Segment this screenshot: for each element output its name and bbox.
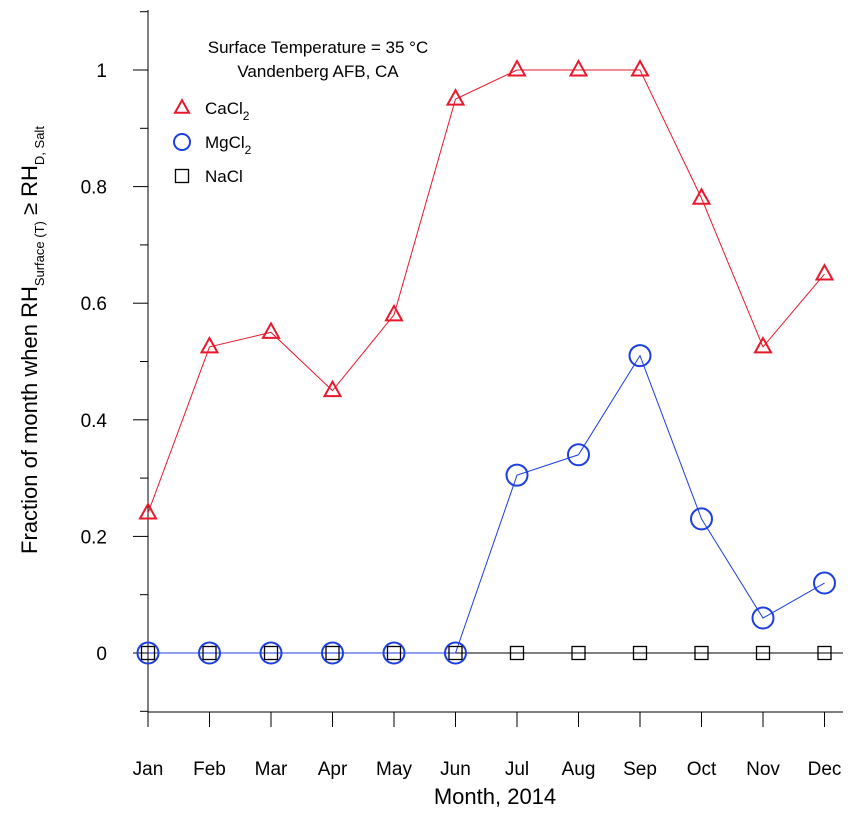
square-marker	[755, 645, 771, 661]
square-marker	[202, 645, 217, 661]
square-marker	[632, 645, 648, 661]
circle-marker	[690, 507, 713, 531]
triangle-marker	[507, 59, 527, 77]
circle-marker	[628, 344, 652, 368]
triangle-marker	[630, 59, 650, 77]
y-axis-title: Fraction of month when RHSurface (T) ≥ R…	[17, 126, 47, 554]
legend-label-main: CaCl	[205, 99, 243, 118]
x-tick-label: Apr	[318, 759, 348, 780]
triangle-marker	[445, 88, 466, 106]
square-marker	[571, 645, 586, 661]
legend-label: MgCl2	[205, 133, 252, 157]
circle-marker	[321, 641, 344, 665]
y-axis-title-op: ≥ RH	[17, 165, 42, 221]
circle-marker	[382, 641, 406, 665]
series-layer	[136, 59, 836, 665]
annotation-line-1: Surface Temperature = 35 °C	[208, 38, 429, 57]
circle-marker	[567, 443, 590, 467]
legend-label-sub: 2	[243, 109, 250, 123]
triangle-marker	[138, 502, 158, 520]
square-marker	[448, 645, 463, 661]
y-axis-title-main: Fraction of month when RH	[17, 286, 42, 554]
circle-marker	[173, 133, 191, 151]
y-tick-label: 0.4	[81, 411, 108, 432]
x-tick-label: Nov	[746, 759, 780, 780]
square-marker	[325, 645, 340, 661]
triangle-marker	[384, 303, 404, 322]
circle-marker	[259, 641, 283, 665]
triangle-marker	[199, 335, 220, 354]
x-tick-label: Oct	[687, 759, 717, 780]
triangle-marker	[814, 263, 835, 281]
x-tick-label: Aug	[562, 759, 596, 780]
circle-marker	[505, 463, 529, 487]
legend-label: NaCl	[205, 167, 243, 186]
square-marker	[694, 645, 709, 661]
y-axis-title-sub2: D, Salt	[32, 126, 47, 165]
legend-label-main: NaCl	[205, 167, 243, 186]
legend-label-sub: 2	[245, 143, 252, 157]
y-tick-label: 0.6	[81, 294, 107, 315]
y-tick-label: 1	[96, 61, 107, 82]
x-tick-label: Dec	[808, 759, 842, 780]
x-tick-label: Mar	[255, 759, 288, 780]
series-nacl	[140, 645, 832, 661]
legend-label: CaCl2	[205, 99, 250, 123]
square-marker	[386, 645, 402, 661]
triangle-marker	[691, 187, 712, 205]
triangle-marker	[568, 59, 589, 77]
x-axis-title: Month, 2014	[434, 784, 556, 809]
x-tick-label: Feb	[193, 759, 226, 780]
square-marker	[174, 168, 190, 184]
circle-marker	[136, 641, 160, 665]
series-line	[147, 69, 825, 514]
x-tick-label: Jan	[133, 759, 164, 780]
ticks: 0 0.2 0.4 0.6 0.8 1 Jan Feb Mar Apr May Jun Jul Aug Se…	[81, 11, 842, 780]
y-tick-label: 0.2	[81, 527, 107, 548]
square-marker	[509, 645, 525, 661]
x-tick-label: May	[376, 759, 412, 780]
series-cacl	[138, 59, 835, 520]
square-marker	[263, 645, 279, 661]
triangle-marker	[322, 379, 343, 398]
circle-marker	[751, 606, 775, 630]
chart-annotation: Surface Temperature = 35 °C Vandenberg A…	[208, 38, 429, 81]
triangle-marker	[753, 335, 773, 354]
y-axis-title-sub1: Surface (T)	[32, 221, 47, 286]
triangle-marker	[261, 321, 281, 339]
x-tick-label: Sep	[623, 759, 657, 780]
circle-marker	[198, 641, 221, 665]
triangle-marker	[173, 98, 191, 114]
legend-label-main: MgCl	[205, 133, 245, 152]
y-tick-label: 0	[96, 644, 107, 665]
square-marker	[817, 645, 832, 661]
circle-marker	[813, 571, 836, 595]
circle-marker	[444, 641, 467, 665]
annotation-line-2: Vandenberg AFB, CA	[237, 62, 399, 81]
series-mgcl	[136, 344, 836, 665]
x-tick-label: Jun	[440, 759, 471, 780]
y-tick-label: 0.8	[81, 178, 107, 199]
square-marker	[140, 645, 156, 661]
x-tick-label: Jul	[505, 759, 529, 780]
